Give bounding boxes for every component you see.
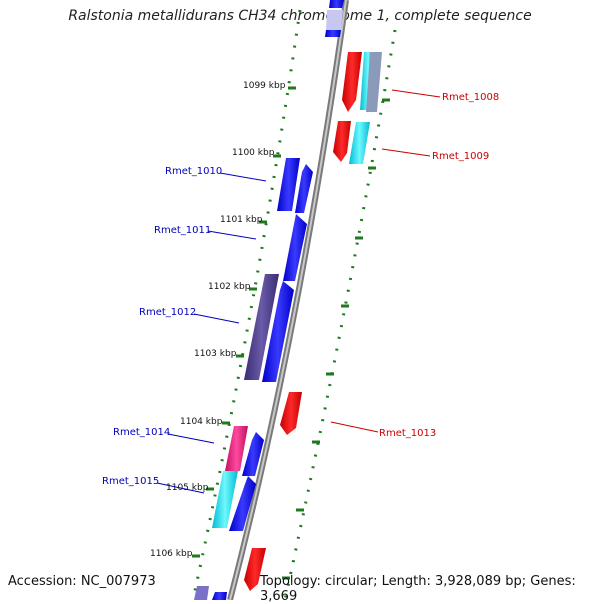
gene-top-blue <box>329 0 344 8</box>
gene-rmet-1008-red <box>342 52 362 112</box>
gene-rmet-1012-blue <box>262 281 294 382</box>
kbp-label-1100: 1100 kbp <box>232 148 275 158</box>
gene-labels-left: Rmet_1010 Rmet_1011 Rmet_1012 Rmet_1014 … <box>102 166 222 487</box>
gene-label-rmet-1011: Rmet_1011 <box>154 225 211 236</box>
gene-rmet-1015-blue <box>229 476 256 531</box>
map-title: Ralstonia metallidurans CH34 chromosome … <box>68 8 532 24</box>
gene-rmet-1013-red <box>280 392 302 435</box>
gene-rmet-1009-red <box>333 121 351 162</box>
kbp-label-1101: 1101 kbp <box>220 215 263 225</box>
kbp-label-1102: 1102 kbp <box>208 282 251 292</box>
gene-rmet-1010-b <box>295 164 313 213</box>
gene-rmet-1012-purple <box>244 274 279 380</box>
gene-label-rmet-1012: Rmet_1012 <box>139 307 196 318</box>
gene-rmet-1011 <box>283 214 307 281</box>
gene-rmet-1014-blue <box>242 432 264 476</box>
gene-label-rmet-1009: Rmet_1009 <box>432 151 489 162</box>
leader-lines-left <box>156 172 267 494</box>
tick-track-inner <box>283 29 397 600</box>
gene-label-rmet-1013: Rmet_1013 <box>379 428 436 439</box>
gene-bottom-lavender <box>194 586 209 600</box>
gene-bottom-red <box>244 548 266 591</box>
kbp-label-1106: 1106 kbp <box>150 549 193 559</box>
kbp-labels: 1099 kbp 1100 kbp 1101 kbp 1102 kbp 1103… <box>150 81 286 559</box>
gene-labels-right: Rmet_1008 Rmet_1009 Rmet_1013 <box>379 92 499 439</box>
kbp-label-1099: 1099 kbp <box>243 81 286 91</box>
gene-label-rmet-1010: Rmet_1010 <box>165 166 222 177</box>
gene-label-rmet-1014: Rmet_1014 <box>113 427 170 438</box>
kbp-label-1105: 1105 kbp <box>166 483 209 493</box>
gene-rmet-1015-cyan <box>212 471 238 528</box>
gene-rmet-1009-cyan <box>349 122 370 164</box>
gene-top-blue-2 <box>325 30 341 37</box>
gene-rmet-1014-magenta <box>225 426 248 471</box>
gene-label-rmet-1008: Rmet_1008 <box>442 92 499 103</box>
gene-bottom-blue <box>212 592 227 600</box>
gene-label-rmet-1015: Rmet_1015 <box>102 476 159 487</box>
leader-lines-right <box>330 89 441 433</box>
kbp-label-1104: 1104 kbp <box>180 417 223 427</box>
accession-label: Accession: NC_007973 <box>8 574 156 589</box>
gene-rmet-1010-a <box>277 158 300 211</box>
kbp-label-1103: 1103 kbp <box>194 349 237 359</box>
gene-rmet-1008-slate <box>366 52 382 112</box>
gene-top-lavender <box>326 10 343 30</box>
major-ticks <box>192 86 390 580</box>
